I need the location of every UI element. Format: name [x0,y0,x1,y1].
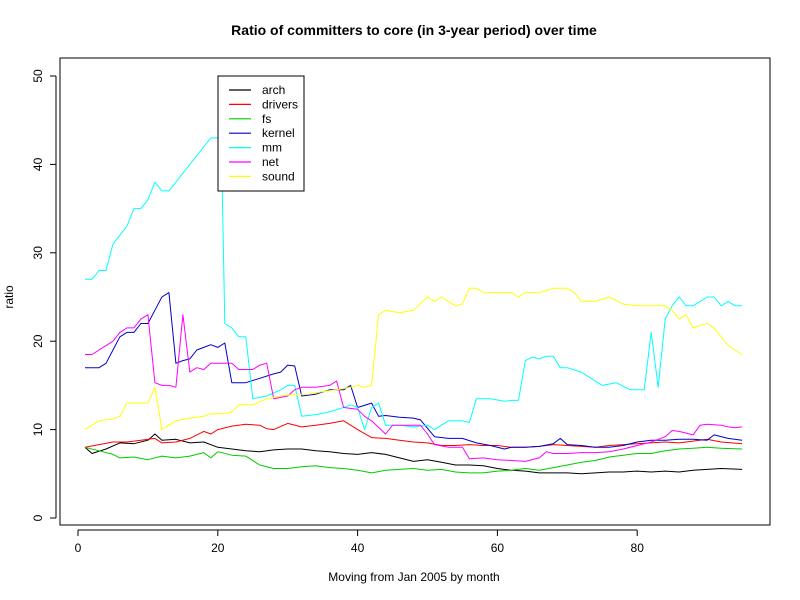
y-axis-label: ratio [2,285,16,309]
y-tick-label: 30 [31,246,45,260]
x-tick-label: 20 [211,541,225,555]
legend-label-mm: mm [262,141,282,155]
plot-frame [59,57,771,526]
series-line-kernel [85,292,743,450]
series-line-sound [84,287,743,431]
y-tick-label: 50 [31,69,45,83]
legend-label-sound: sound [262,169,295,183]
x-axis-label: Moving from Jan 2005 by month [328,570,499,584]
y-tick-label: 10 [31,423,45,437]
y-axis: 0 10 20 30 40 50 [31,69,57,521]
x-tick-label: 0 [75,541,82,555]
x-tick-label: 60 [491,541,505,555]
chart-title: Ratio of committers to core (in 3-year p… [231,22,597,38]
legend-label-net: net [262,155,279,169]
x-tick-label: 80 [631,541,645,555]
x-tick-label: 40 [351,541,365,555]
legend-label-fs: fs [262,112,271,126]
series-layer [84,137,743,475]
series-line-mm [85,137,743,431]
y-tick-label: 40 [31,157,45,171]
legend-label-arch: arch [262,83,285,97]
legend-label-kernel: kernel [262,126,295,140]
series-line-net [85,314,743,462]
legend-label-drivers: drivers [262,97,298,111]
series-line-fs [84,446,743,474]
x-axis: 0 20 40 60 80 [75,529,645,555]
y-tick-label: 20 [31,334,45,348]
series-line-drivers [84,420,743,448]
series-line-arch [84,433,743,475]
y-tick-label: 0 [31,514,45,521]
